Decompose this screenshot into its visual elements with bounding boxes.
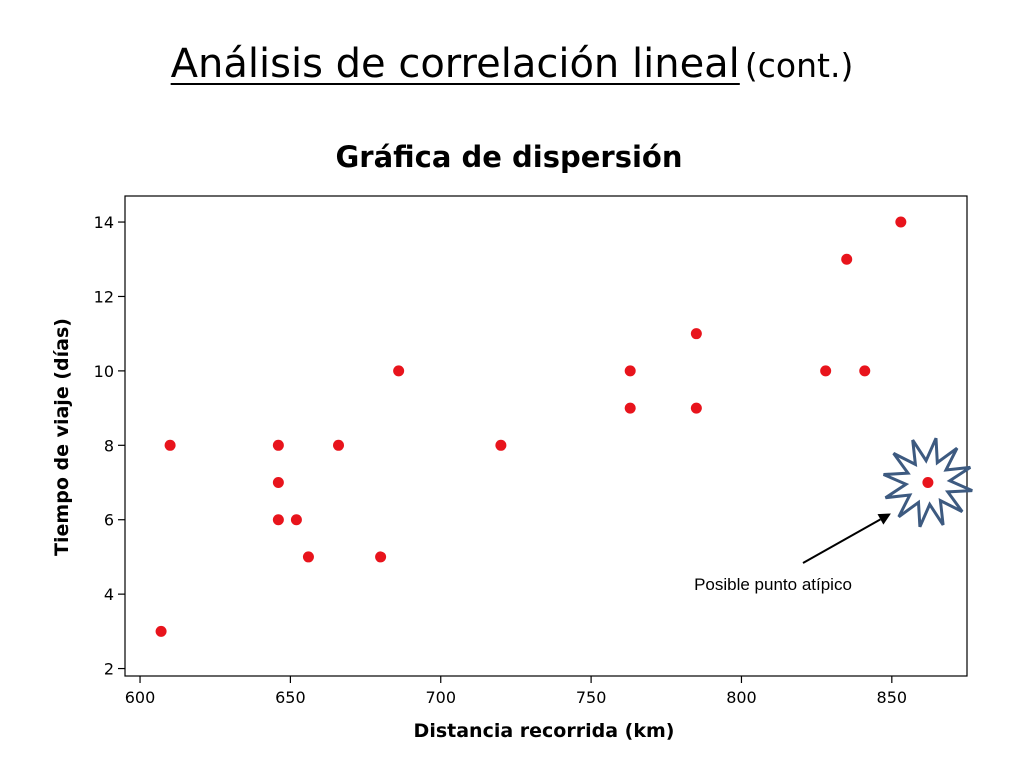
x-tick-label: 700 — [425, 688, 456, 707]
annotation-arrow — [802, 518, 881, 564]
data-point — [290, 514, 302, 526]
y-axis-label: Tiempo de viaje (días) — [51, 318, 73, 556]
slide-title-main: Análisis de correlación lineal — [170, 41, 740, 87]
y-tick-label: 10 — [94, 362, 114, 381]
outlier-annotation: Posible punto atípico — [694, 437, 973, 594]
data-point — [690, 402, 702, 414]
chart-title: Gráfica de dispersión — [335, 140, 682, 174]
data-point — [841, 253, 853, 265]
data-point — [164, 439, 176, 451]
y-tick-label: 14 — [94, 213, 114, 232]
data-point — [820, 365, 832, 377]
data-point — [333, 439, 345, 451]
annotation-label: Posible punto atípico — [694, 575, 852, 594]
data-point — [393, 365, 405, 377]
y-axis: 2 4 6 8 10 12 14 — [94, 213, 125, 679]
x-tick-label: 750 — [576, 688, 607, 707]
x-axis: 600 650 700 750 800 850 — [125, 676, 907, 707]
data-point — [155, 625, 167, 637]
y-tick-label: 4 — [104, 585, 114, 604]
data-point — [624, 365, 636, 377]
data-point — [302, 551, 314, 563]
y-tick-label: 8 — [104, 436, 114, 455]
data-point — [690, 328, 702, 340]
annotation-arrowhead — [877, 513, 891, 525]
data-point — [272, 477, 284, 489]
x-tick-label: 600 — [125, 688, 156, 707]
x-tick-label: 800 — [726, 688, 757, 707]
y-tick-label: 12 — [94, 287, 114, 306]
data-point — [272, 514, 284, 526]
x-axis-label: Distancia recorrida (km) — [414, 720, 675, 742]
data-point — [272, 439, 284, 451]
data-point — [922, 477, 934, 489]
data-point — [624, 402, 636, 414]
data-points — [155, 216, 934, 637]
slide-title: Análisis de correlación lineal (cont.) — [0, 44, 1024, 84]
y-tick-label: 6 — [104, 511, 114, 530]
x-tick-label: 650 — [275, 688, 306, 707]
slide-title-suffix: (cont.) — [744, 46, 854, 85]
x-tick-label: 850 — [877, 688, 908, 707]
data-point — [375, 551, 387, 563]
outlier-burst-icon — [882, 437, 973, 528]
y-tick-label: 2 — [104, 660, 114, 679]
plot-area — [124, 195, 968, 677]
data-point — [495, 439, 507, 451]
data-point — [859, 365, 871, 377]
data-point — [895, 216, 907, 228]
